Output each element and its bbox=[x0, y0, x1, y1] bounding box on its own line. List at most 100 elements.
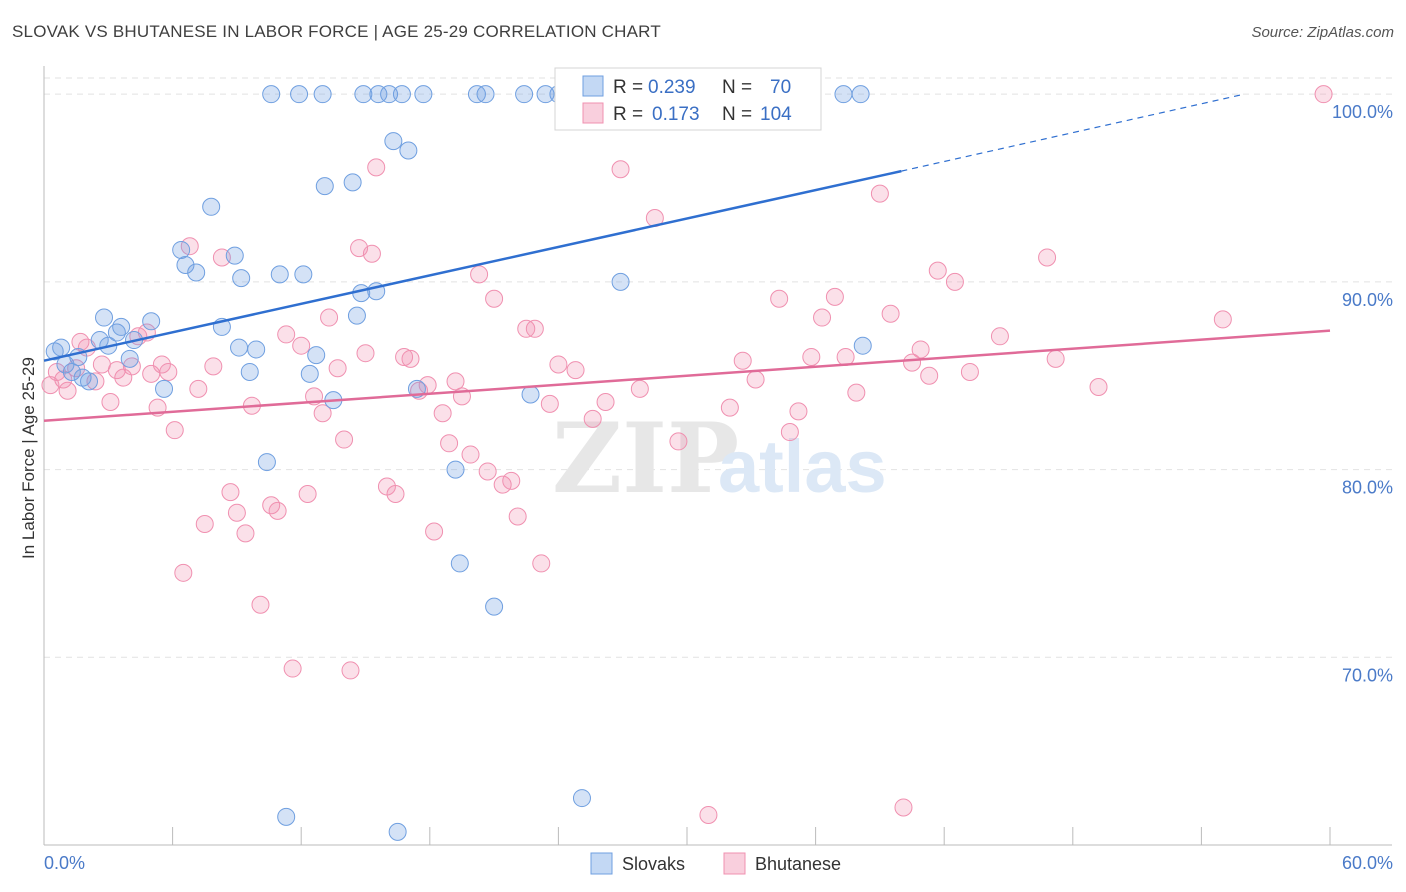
bhutanese-point-36 bbox=[298, 484, 317, 503]
slovaks-point-27 bbox=[257, 453, 276, 472]
slovaks-point-50 bbox=[446, 460, 465, 479]
bhutanese-point-32 bbox=[268, 501, 287, 520]
bhutanese-point-67 bbox=[532, 554, 551, 573]
bhutanese-point-42 bbox=[341, 661, 360, 680]
slovaks-point-24 bbox=[240, 362, 259, 381]
slovaks-point-55 bbox=[515, 85, 534, 104]
bhutanese-point-58 bbox=[461, 445, 480, 464]
slovaks-point-47 bbox=[399, 141, 418, 160]
bhutanese-point-73 bbox=[611, 160, 630, 179]
legend-swatch-slovaks bbox=[582, 75, 604, 97]
slovaks-point-12 bbox=[120, 349, 139, 368]
slovaks-point-11 bbox=[112, 317, 131, 336]
slovaks-trend-line bbox=[43, 169, 902, 362]
slovaks-point-42 bbox=[369, 85, 388, 104]
y-tick-label-2: 90.0% bbox=[1342, 290, 1393, 310]
slovaks-point-69 bbox=[853, 336, 872, 355]
bhutanese-point-18 bbox=[159, 362, 178, 381]
bhutanese-point-78 bbox=[720, 398, 739, 417]
bhutanese-points bbox=[41, 85, 1333, 824]
series-legend: Slovaks Bhutanese bbox=[590, 852, 841, 875]
slovaks-point-3 bbox=[62, 362, 81, 381]
slovaks-point-44 bbox=[384, 132, 403, 151]
bhutanese-point-103 bbox=[1314, 85, 1333, 104]
legend-r-value-bhutanese: 0.173 bbox=[652, 104, 700, 125]
chart-source: Source: ZipAtlas.com bbox=[1251, 24, 1394, 41]
bhutanese-point-102 bbox=[1213, 310, 1232, 329]
bottom-legend-swatch-bhutanese bbox=[723, 852, 746, 875]
slovaks-point-59 bbox=[572, 789, 591, 808]
slovaks-trend-extension bbox=[901, 93, 1245, 172]
slovaks-point-54 bbox=[485, 597, 504, 616]
bhutanese-point-100 bbox=[1046, 349, 1065, 368]
bhutanese-point-63 bbox=[502, 471, 521, 490]
slovaks-point-38 bbox=[347, 306, 366, 325]
watermark-atlas: atlas bbox=[718, 425, 887, 508]
legend-swatch-bhutanese bbox=[582, 102, 604, 124]
bhutanese-point-87 bbox=[836, 347, 855, 366]
slovaks-points bbox=[45, 85, 872, 841]
slovaks-point-25 bbox=[247, 340, 266, 359]
slovaks-point-39 bbox=[354, 85, 373, 104]
slovaks-point-49 bbox=[414, 85, 433, 104]
bhutanese-point-54 bbox=[433, 404, 452, 423]
slovaks-point-32 bbox=[300, 364, 319, 383]
slovaks-point-28 bbox=[270, 265, 289, 284]
bhutanese-point-96 bbox=[945, 272, 964, 291]
legend-r-label-slovaks: R = bbox=[613, 77, 643, 98]
bhutanese-point-91 bbox=[894, 798, 913, 817]
slovaks-point-6 bbox=[80, 372, 99, 391]
bhutanese-point-10 bbox=[107, 361, 126, 380]
bhutanese-point-68 bbox=[540, 394, 559, 413]
bhutanese-point-53 bbox=[425, 522, 444, 541]
bhutanese-point-94 bbox=[920, 366, 939, 385]
bhutanese-point-64 bbox=[508, 507, 527, 526]
bhutanese-point-61 bbox=[485, 289, 504, 308]
bhutanese-point-33 bbox=[277, 325, 296, 344]
bhutanese-point-59 bbox=[470, 265, 489, 284]
slovaks-point-51 bbox=[450, 554, 469, 573]
slovaks-point-8 bbox=[95, 308, 114, 327]
bhutanese-point-60 bbox=[478, 462, 497, 481]
legend-n-value-slovaks: 70 bbox=[770, 77, 791, 98]
bhutanese-point-35 bbox=[292, 336, 311, 355]
slovaks-point-29 bbox=[277, 807, 296, 826]
bhutanese-point-74 bbox=[630, 379, 649, 398]
y-tick-label-1: 80.0% bbox=[1342, 478, 1393, 498]
slovaks-point-23 bbox=[232, 269, 251, 288]
chart-title: SLOVAK VS BHUTANESE IN LABOR FORCE | AGE… bbox=[12, 22, 661, 41]
slovaks-point-45 bbox=[388, 822, 407, 841]
bhutanese-point-62 bbox=[493, 475, 512, 494]
bhutanese-point-49 bbox=[395, 347, 414, 366]
bhutanese-point-93 bbox=[911, 340, 930, 359]
slovaks-point-34 bbox=[313, 85, 332, 104]
bhutanese-point-12 bbox=[122, 357, 141, 376]
bhutanese-point-56 bbox=[446, 372, 465, 391]
bhutanese-point-8 bbox=[92, 355, 111, 374]
bhutanese-point-55 bbox=[440, 434, 459, 453]
slovaks-point-35 bbox=[315, 177, 334, 196]
bhutanese-point-69 bbox=[549, 355, 568, 374]
bhutanese-point-3 bbox=[58, 381, 77, 400]
slovaks-point-21 bbox=[225, 246, 244, 265]
bhutanese-point-84 bbox=[802, 347, 821, 366]
bhutanese-point-89 bbox=[870, 184, 889, 203]
y-tick-label-3: 100.0% bbox=[1332, 102, 1393, 122]
slovaks-point-19 bbox=[202, 197, 221, 216]
bhutanese-point-82 bbox=[780, 423, 799, 442]
axes bbox=[43, 66, 1392, 846]
bhutanese-point-40 bbox=[328, 359, 347, 378]
bhutanese-point-88 bbox=[847, 383, 866, 402]
slovaks-point-57 bbox=[536, 85, 555, 104]
slovaks-point-17 bbox=[176, 255, 195, 274]
slovaks-point-68 bbox=[851, 85, 870, 104]
bhutanese-point-97 bbox=[960, 362, 979, 381]
slovaks-point-16 bbox=[172, 240, 191, 259]
bhutanese-point-34 bbox=[283, 659, 302, 678]
bhutanese-point-45 bbox=[362, 244, 381, 263]
bhutanese-point-20 bbox=[174, 563, 193, 582]
y-tick-label-0: 70.0% bbox=[1342, 665, 1393, 685]
slovaks-point-15 bbox=[155, 379, 174, 398]
slovaks-point-61 bbox=[611, 272, 630, 291]
